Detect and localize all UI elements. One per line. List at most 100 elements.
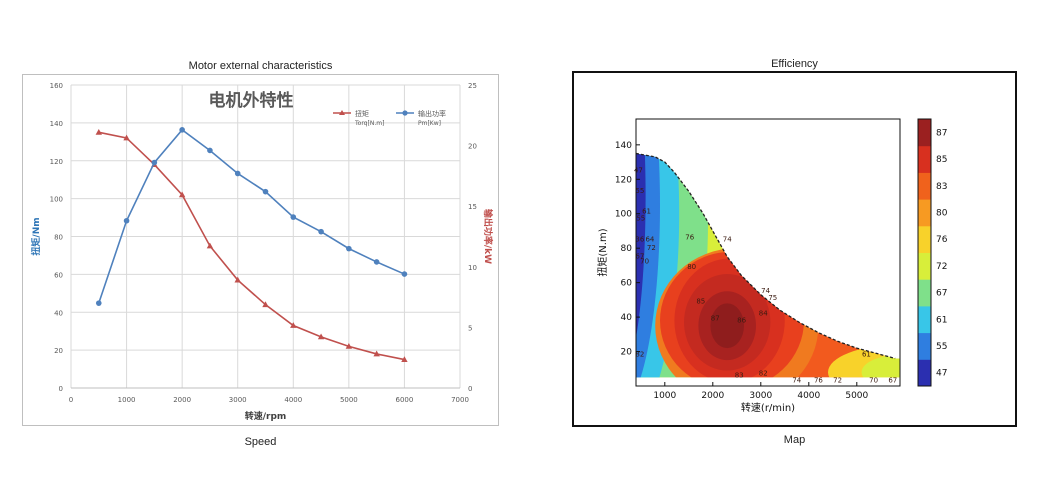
x-tick-label: 5000 — [845, 391, 868, 401]
contour-label: 72 — [833, 377, 842, 385]
legend-name: 扭矩 — [355, 109, 369, 118]
power-point — [123, 217, 130, 224]
contour-label: 64 — [645, 235, 654, 243]
contour-label: 82 — [635, 351, 644, 359]
x-tick-label: 2000 — [173, 396, 191, 404]
colorbar-tick-label: 87 — [936, 128, 947, 138]
contour-label: 83 — [735, 371, 744, 379]
torque-point — [290, 322, 297, 328]
torque-point — [95, 128, 102, 135]
colorbar-segment — [918, 199, 931, 227]
contour-label: 55 — [635, 187, 644, 195]
torque-point — [123, 134, 130, 141]
contour-label: 74 — [723, 235, 732, 243]
y-tick-label: 20 — [54, 347, 63, 355]
x-tick-label: 1000 — [118, 396, 136, 404]
y-axis-label: 扭矩(N.m) — [596, 228, 609, 276]
power-point — [151, 159, 158, 166]
power-point — [373, 259, 380, 265]
y-tick-label: 60 — [621, 279, 633, 289]
torque-point — [373, 350, 380, 357]
y-tick-label: 60 — [54, 271, 63, 279]
y-tick-label: 100 — [50, 196, 63, 204]
power-point — [95, 300, 102, 306]
power-point — [318, 228, 324, 235]
y-tick-label: 40 — [621, 313, 633, 323]
contour-label: 61 — [862, 351, 871, 359]
colorbar-segment — [918, 279, 931, 307]
motor-characteristics-chart-frame: 0 1000 2000 3000 4000 5000 6000 7000 0 20 40 60 80 10… — [22, 74, 499, 426]
efficiency-fill-group — [636, 153, 900, 386]
contour-band — [828, 344, 900, 378]
colorbar-tick-label: 61 — [936, 315, 947, 325]
legend-marker — [339, 110, 345, 115]
y-tick-label: 80 — [621, 244, 633, 254]
motor-characteristics-chart: 0 1000 2000 3000 4000 5000 6000 700002040608010… — [30, 82, 494, 422]
colorbar-segment — [918, 225, 931, 253]
contour-label: 76 — [814, 377, 823, 385]
x-tick-label: 4000 — [284, 396, 302, 404]
y-tick-label: 140 — [615, 141, 632, 151]
colorbar-segment — [918, 332, 931, 360]
power-point — [262, 188, 269, 195]
y2-tick-label: 25 — [468, 82, 477, 90]
colorbar-tick-label: 55 — [936, 342, 947, 352]
contour-label: 86 — [737, 316, 746, 324]
y-tick-label: 20 — [621, 348, 633, 358]
colorbar-tick-label: 47 — [936, 369, 947, 379]
low-torque-gap — [660, 377, 900, 386]
y-tick-label: 40 — [54, 309, 63, 317]
contour-label: 84 — [759, 309, 768, 317]
contour-label: 47 — [634, 166, 643, 174]
y-tick-label: 140 — [50, 120, 63, 128]
colorbar-border — [917, 118, 932, 387]
legend-unit: Pm[Kw] — [418, 120, 441, 127]
colorbar-segment — [918, 359, 931, 387]
x-tick-label: 6000 — [396, 396, 414, 404]
y-tick-label: 100 — [615, 210, 632, 220]
contour-label: 61 — [642, 208, 651, 216]
torque-point — [178, 191, 186, 198]
contour-label: 55 — [636, 215, 645, 223]
contour-label: 72 — [647, 244, 656, 252]
power-point — [290, 214, 297, 220]
torque-point — [262, 301, 269, 308]
series-line — [98, 131, 405, 361]
power-point — [179, 127, 185, 133]
x-axis-label: 转速/rpm — [245, 410, 287, 422]
power-point — [207, 147, 213, 154]
x-axis-label: 转速(r/min) — [741, 401, 795, 414]
colorbar-tick-label: 76 — [936, 235, 948, 245]
y-axis-label: 扭矩/Nm — [30, 217, 42, 255]
power-point — [234, 170, 241, 177]
right-chart-title: Efficiency — [771, 58, 818, 70]
y2-tick-label: 15 — [468, 203, 477, 211]
efficiency-map-frame: 47 55 61 55 64 36 67 70 72 76 74 80 74 75 85 87 86 84 82 83… — [572, 71, 1017, 427]
legend-name: 输出功率 — [418, 109, 446, 118]
colorbar-tick-label: 85 — [936, 155, 947, 165]
x-tick-label: 2000 — [701, 391, 724, 401]
y-tick-label: 120 — [50, 158, 63, 166]
contour-label: 36 — [635, 235, 644, 243]
contour-band — [710, 303, 744, 349]
x-tick-label: 0 — [69, 396, 73, 404]
torque-point — [401, 356, 408, 362]
contour-label: 80 — [687, 263, 696, 271]
power-point — [346, 245, 352, 252]
colorbar-segment — [918, 305, 931, 334]
contour-label: 67 — [888, 377, 897, 385]
y2-tick-label: 20 — [468, 143, 477, 151]
y2-tick-label: 0 — [468, 385, 472, 393]
contour-label: 67 — [635, 253, 644, 261]
contour-label: 74 — [761, 287, 770, 295]
left-chart-caption: Speed — [244, 436, 277, 448]
y2-tick-label: 10 — [468, 264, 477, 272]
y-tick-label: 160 — [50, 82, 63, 90]
contour-label: 76 — [685, 234, 694, 242]
contour-label: 85 — [696, 297, 705, 305]
max-torque-curve — [635, 152, 896, 360]
right-chart-caption: Map — [783, 434, 806, 446]
y-tick-label: 80 — [54, 234, 63, 242]
x-tick-label: 4000 — [797, 391, 820, 401]
colorbar-segment — [918, 145, 931, 173]
